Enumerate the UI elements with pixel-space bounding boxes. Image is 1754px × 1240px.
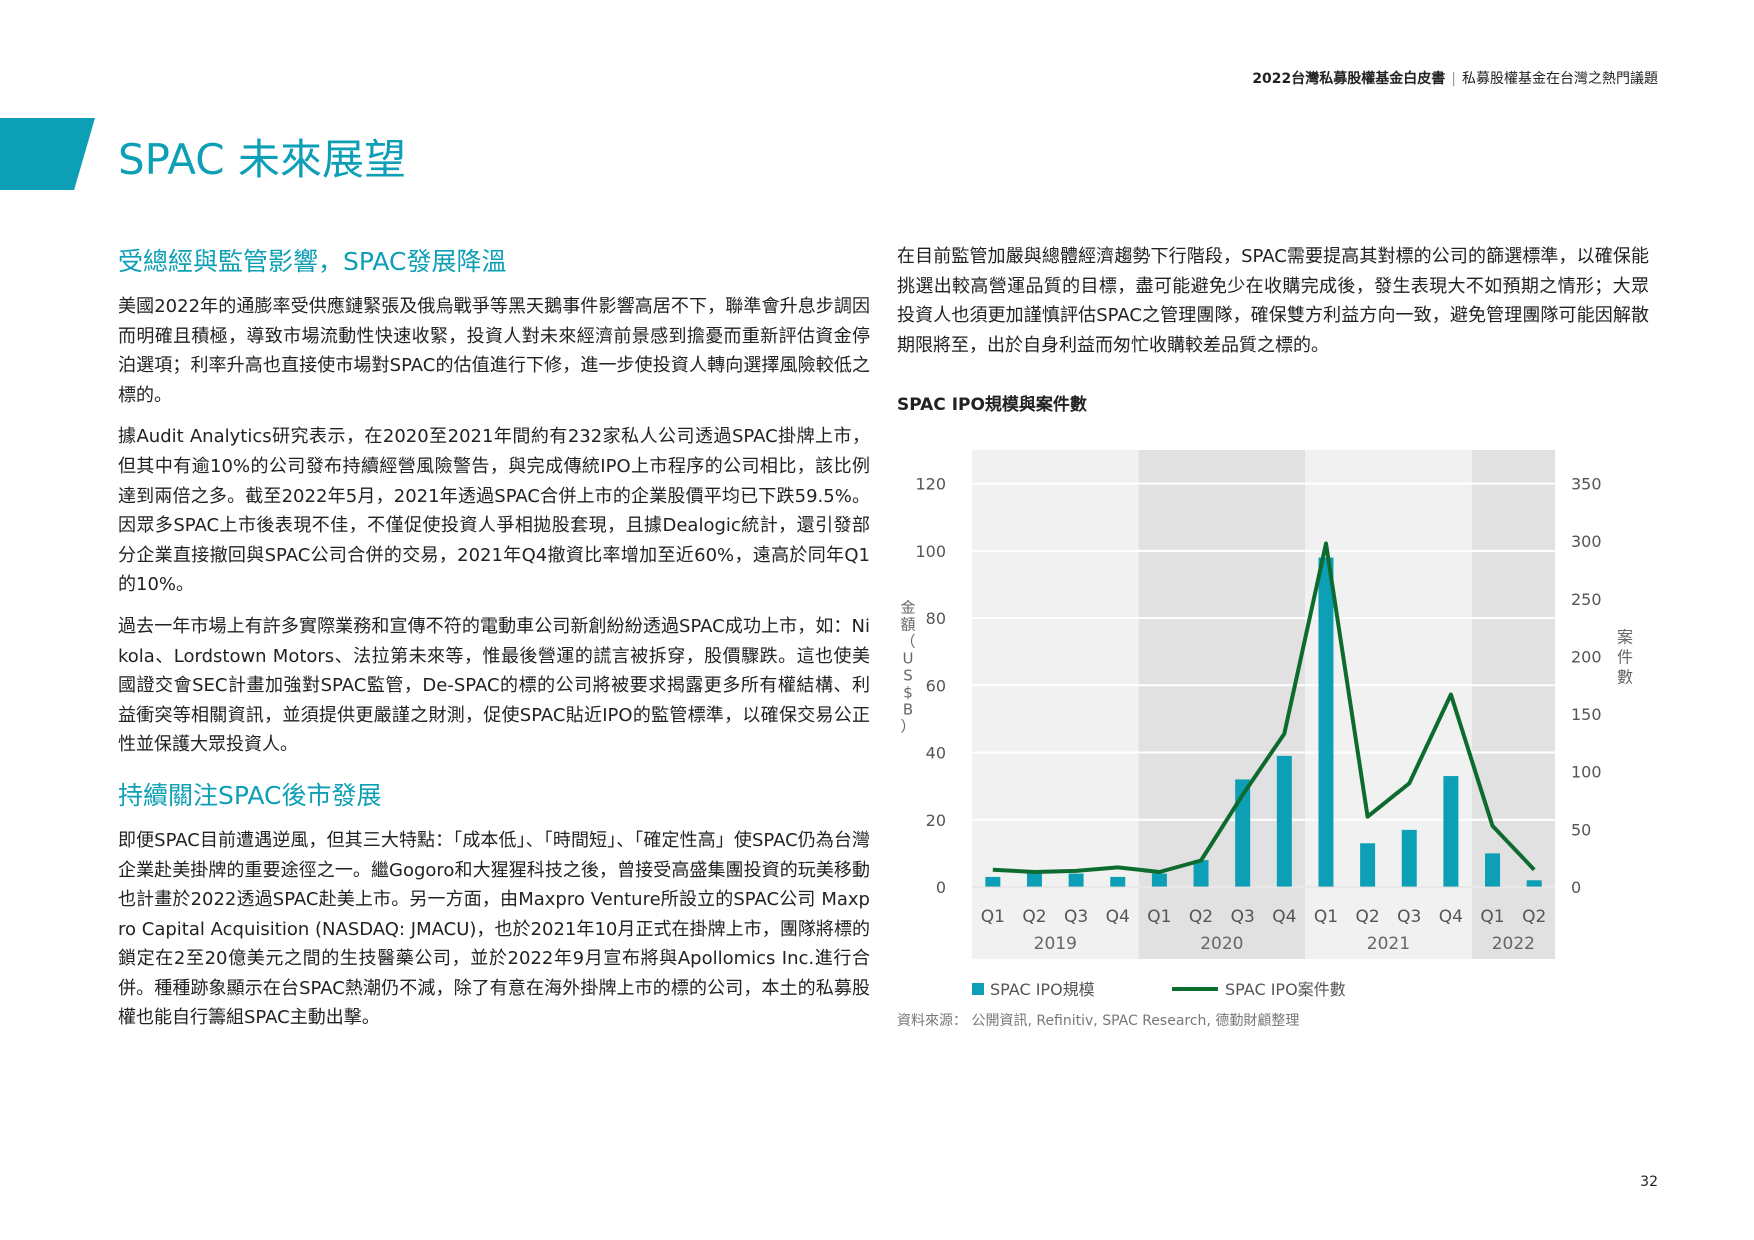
- y2-tick-label: 50: [1571, 820, 1591, 839]
- y2-tick-label: 350: [1571, 475, 1602, 494]
- y-tick-label: 60: [926, 676, 946, 695]
- legend-label-bar: SPAC IPO規模: [990, 980, 1095, 999]
- bar-spac-ipo-size: [1151, 873, 1167, 887]
- section-title-regulation: 受總經與監管影響，SPAC發展降溫: [118, 247, 507, 276]
- bar-spac-ipo-size: [985, 876, 1001, 887]
- x-tick-label: Q4: [1272, 907, 1296, 927]
- page-header: 2022台灣私募股權基金白皮書 | 私募股權基金在台灣之熱門議題: [1252, 68, 1658, 88]
- paragraph-ev-startups: 過去一年市場上有許多實際業務和宣傳不符的電動車公司新創紛紛透過SPAC成功上市，…: [118, 615, 870, 756]
- y-axis-title-char: 額: [900, 616, 915, 634]
- x-tick-label: Q1: [1314, 907, 1338, 927]
- y2-tick-label: 200: [1571, 647, 1602, 666]
- bar-spac-ipo-size: [1235, 779, 1251, 887]
- paragraph-inflation: 美國2022年的通膨率受供應鏈緊張及俄烏戰爭等黑天鵝事件影響高居不下，聯準會升息…: [118, 296, 870, 406]
- y-tick-label: 120: [915, 475, 946, 494]
- year-band: [1471, 450, 1555, 959]
- x-tick-label: Q1: [1480, 907, 1504, 927]
- y2-tick-label: 250: [1571, 590, 1602, 609]
- chart-title: SPAC IPO規模與案件數: [897, 395, 1087, 415]
- y2-axis-title-char: 案: [1617, 628, 1633, 647]
- bar-spac-ipo-size: [1026, 873, 1042, 887]
- page-number: 32: [1640, 1174, 1658, 1190]
- paragraph-screening: 在目前監管加嚴與總體經濟趨勢下行階段，SPAC需要提高其對標的公司的篩選標準，以…: [897, 246, 1649, 356]
- x-tick-label: Q2: [1022, 907, 1046, 927]
- bar-spac-ipo-size: [1526, 880, 1542, 887]
- bar-spac-ipo-size: [1360, 843, 1376, 887]
- y-tick-label: 100: [915, 542, 946, 561]
- y-axis-title-char: 金: [900, 599, 915, 617]
- legend-swatch-bar: [972, 983, 984, 995]
- y2-tick-label: 100: [1571, 763, 1602, 782]
- y-tick-label: 0: [936, 878, 946, 897]
- y2-tick-label: 300: [1571, 532, 1602, 551]
- section-title-outlook: 持續關注SPAC後市發展: [118, 780, 382, 810]
- bar-spac-ipo-size: [1485, 853, 1501, 887]
- y2-tick-label: 0: [1571, 878, 1581, 897]
- spac-ipo-chart: 2019 2020 2021 2022 0 20 40 60 80 100 120 0 50 100 150…: [900, 450, 1633, 999]
- y2-axis-title-char: 數: [1617, 668, 1633, 687]
- x-tick-label: Q1: [1147, 907, 1171, 927]
- y-axis-title-char: ）: [900, 718, 915, 736]
- legend-label-line: SPAC IPO案件數: [1225, 980, 1346, 999]
- x-tick-label: Q3: [1397, 907, 1421, 927]
- paragraph-taiwan-spac: 即便SPAC目前遭遇逆風，但其三大特點：「成本低」、「時間短」、「確定性高」使S…: [118, 829, 870, 1029]
- bar-spac-ipo-size: [1110, 876, 1126, 887]
- y2-tick-label: 150: [1571, 705, 1602, 724]
- x-tick-label: Q2: [1356, 907, 1380, 927]
- x-tick-label: Q4: [1439, 907, 1463, 927]
- y-axis-title-char: （: [900, 633, 915, 651]
- year-label: 2019: [1034, 934, 1077, 954]
- x-tick-label: Q3: [1064, 907, 1088, 927]
- x-tick-label: Q4: [1106, 907, 1130, 927]
- y-tick-label: 80: [926, 609, 946, 628]
- bar-spac-ipo-size: [1318, 557, 1334, 887]
- year-label: 2022: [1492, 934, 1535, 954]
- title-accent-tab: [0, 118, 95, 190]
- bar-spac-ipo-size: [1193, 860, 1209, 887]
- y-tick-label: 20: [926, 811, 946, 830]
- page-title: SPAC 未來展望: [118, 135, 406, 184]
- line-spac-ipo-count: [992, 541, 1536, 874]
- right-column: 在目前監管加嚴與總體經濟趨勢下行階段，SPAC需要提高其對標的公司的篩選標準，以…: [897, 242, 1649, 372]
- source-note: 資料來源： 公開資訊, Refinitiv, SPAC Research, 德勤…: [897, 1013, 1300, 1029]
- x-tick-label: Q3: [1231, 907, 1255, 927]
- y-axis-title-char: B: [903, 701, 913, 719]
- y-axis-title-char: $: [903, 684, 913, 702]
- bar-spac-ipo-size: [1401, 829, 1417, 887]
- bar-spac-ipo-size: [1443, 776, 1459, 887]
- y-axis-title-char: S: [903, 667, 913, 685]
- paragraph-audit-analytics: 據Audit Analytics研究表示，在2020至2021年間約有232家私…: [118, 426, 870, 596]
- bar-spac-ipo-size: [1068, 873, 1084, 887]
- header-separator: |: [1451, 71, 1456, 87]
- y-axis-title-char: U: [903, 650, 914, 668]
- x-tick-label: Q1: [981, 907, 1005, 927]
- header-report-title: 2022台灣私募股權基金白皮書: [1252, 71, 1446, 87]
- x-tick-label: Q2: [1522, 907, 1546, 927]
- header-section-title: 私募股權基金在台灣之熱門議題: [1462, 71, 1658, 87]
- x-tick-label: Q2: [1189, 907, 1213, 927]
- y2-axis-title-char: 件: [1617, 648, 1633, 667]
- year-band: [972, 450, 1139, 959]
- year-label: 2021: [1367, 934, 1410, 954]
- bar-spac-ipo-size: [1276, 755, 1292, 887]
- y-tick-label: 40: [926, 744, 946, 763]
- left-column: 受總經與監管影響，SPAC發展降溫 美國2022年的通膨率受供應鏈緊張及俄烏戰爭…: [118, 244, 870, 1045]
- year-label: 2020: [1200, 934, 1243, 954]
